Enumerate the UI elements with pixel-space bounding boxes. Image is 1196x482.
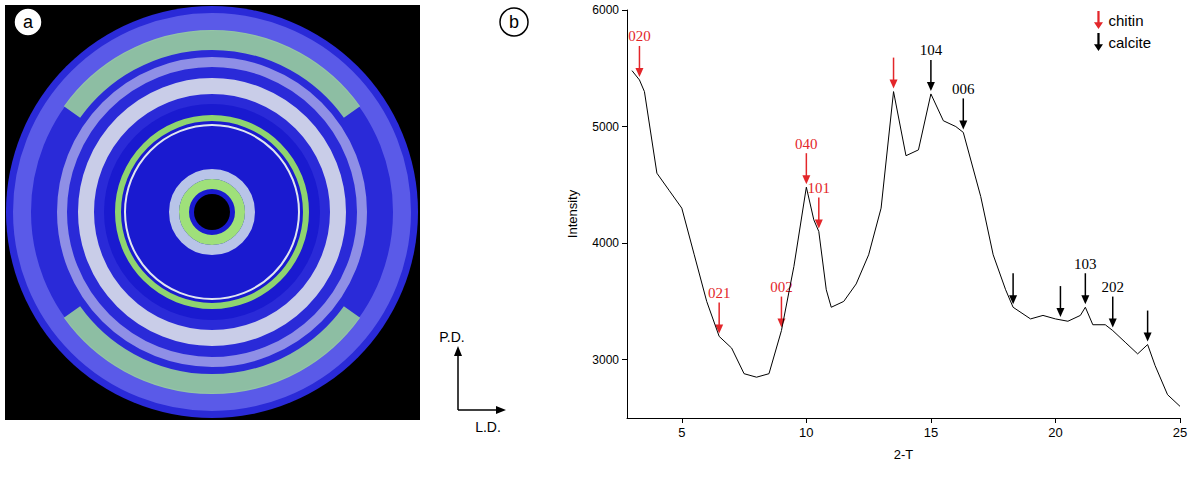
- svg-text:020: 020: [628, 28, 651, 44]
- svg-text:103: 103: [1074, 256, 1097, 272]
- svg-text:4000: 4000: [592, 236, 619, 250]
- svg-text:002: 002: [770, 279, 793, 295]
- svg-text:101: 101: [808, 180, 831, 196]
- svg-text:calcite: calcite: [1108, 34, 1151, 51]
- svg-text:20: 20: [1048, 425, 1062, 440]
- svg-text:6000: 6000: [592, 3, 619, 17]
- svg-text:10: 10: [799, 425, 813, 440]
- svg-text:P.D.: P.D.: [439, 329, 464, 345]
- svg-text:15: 15: [924, 425, 938, 440]
- svg-text:2-T: 2-T: [894, 447, 914, 462]
- svg-text:006: 006: [952, 81, 975, 97]
- svg-text:a: a: [23, 12, 34, 32]
- svg-text:5: 5: [678, 425, 685, 440]
- svg-text:Intensity: Intensity: [565, 189, 580, 238]
- svg-text:chitin: chitin: [1108, 12, 1143, 29]
- svg-text:104: 104: [920, 42, 943, 58]
- svg-text:202: 202: [1101, 279, 1124, 295]
- svg-text:L.D.: L.D.: [475, 419, 501, 435]
- svg-text:040: 040: [795, 136, 818, 152]
- svg-text:b: b: [509, 12, 519, 32]
- svg-text:3000: 3000: [592, 353, 619, 367]
- svg-text:021: 021: [708, 285, 731, 301]
- svg-text:25: 25: [1173, 425, 1187, 440]
- svg-text:5000: 5000: [592, 120, 619, 134]
